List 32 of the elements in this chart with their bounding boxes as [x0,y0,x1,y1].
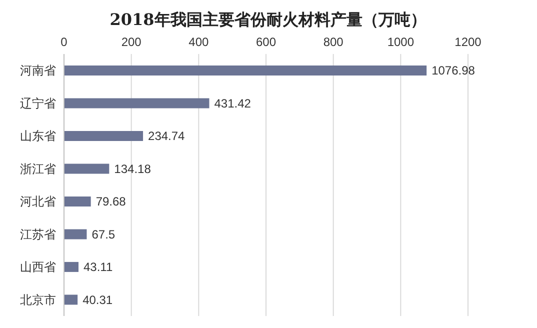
x-tick-label: 1200 [454,35,482,49]
chart-title: 2018年我国主要省份耐火材料产量（万吨） [108,9,428,31]
y-tick-label: 浙江省 [20,162,56,176]
bar [64,262,79,272]
bar [64,294,78,305]
bar [64,229,87,240]
bar [64,130,144,141]
data-label: 40.31 [82,292,113,307]
y-tick-label: 辽宁省 [20,96,56,110]
data-label: 67.5 [92,227,116,242]
x-tick-label: 800 [323,35,344,49]
x-tick-label: 0 [60,35,68,49]
y-tick-label: 山东省 [20,129,56,144]
y-tick-label: 北京市 [20,292,56,307]
bar [64,98,210,108]
data-label: 431.42 [214,96,252,110]
bar [64,164,110,174]
x-tick-label: 1000 [387,35,414,49]
x-tick-label: 400 [188,35,209,49]
y-tick-label: 江苏省 [20,227,56,242]
x-tick-label: 200 [121,35,142,49]
data-label: 79.68 [96,194,126,209]
bar [64,196,91,206]
bar [64,65,427,76]
y-tick-label: 河南省 [20,64,56,78]
data-label: 43.11 [84,260,113,274]
data-label: 1076.98 [432,64,476,78]
data-label: 134.18 [114,162,152,176]
y-tick-label: 河北省 [20,194,56,209]
data-label: 234.74 [148,129,186,144]
y-tick-label: 山西省 [20,260,56,274]
x-tick-label: 600 [256,35,276,49]
